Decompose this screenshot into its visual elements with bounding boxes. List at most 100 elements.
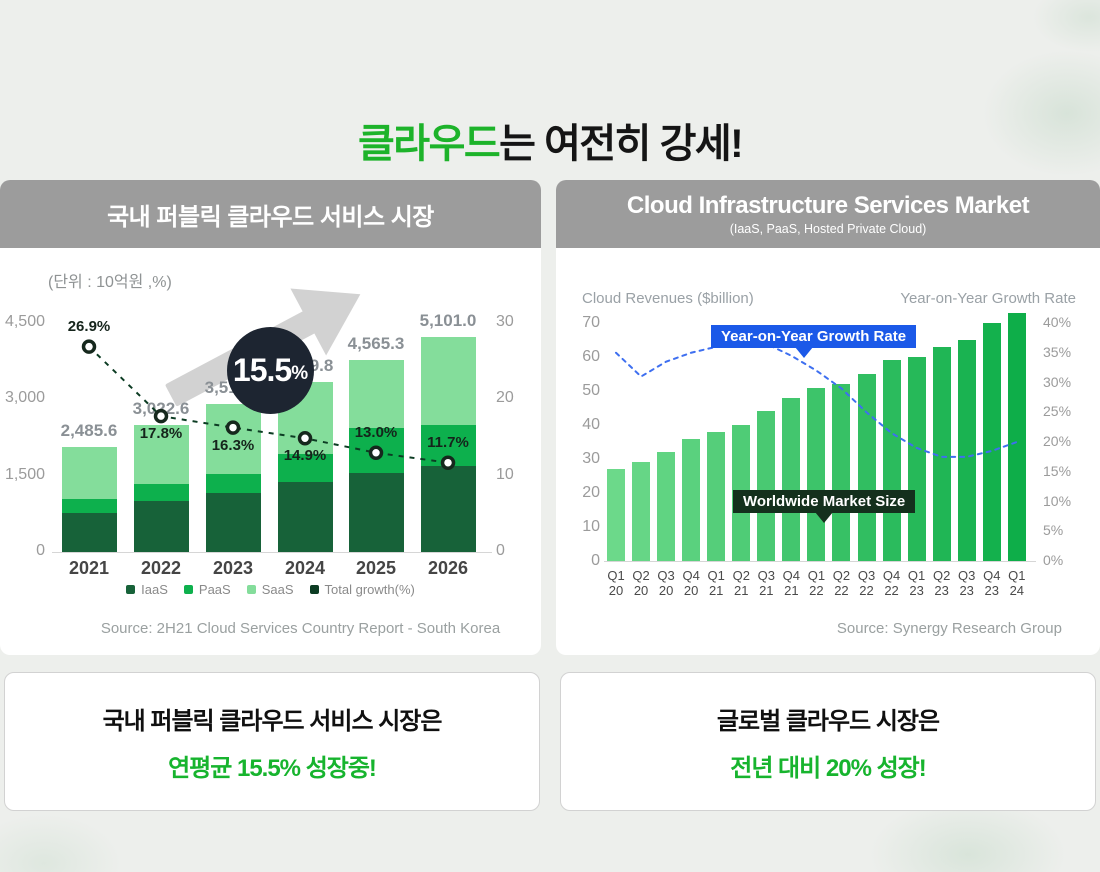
global-right-tick: 0% <box>1043 552 1064 568</box>
market-size-callout: Worldwide Market Size <box>733 490 916 513</box>
global-right-tick: 25% <box>1043 403 1072 420</box>
global-bar <box>707 431 726 561</box>
global-right-tick: 10% <box>1043 492 1072 509</box>
global-left-tick: 40 <box>582 416 600 433</box>
global-x-label: Q1 23 <box>907 568 926 598</box>
global-right-tick: 20% <box>1043 433 1072 449</box>
global-bar <box>932 346 951 561</box>
global-left-tick: 70 <box>582 314 600 331</box>
korea-growth-label: 14.9% <box>283 447 327 465</box>
global-card-subtitle: (IaaS, PaaS, Hosted Private Cloud) <box>729 222 927 236</box>
global-bar <box>607 469 625 561</box>
global-source: Source: Synergy Research Group <box>836 620 1062 637</box>
korea-card-title: 국내 퍼블릭 클라우드 서비스 시장 <box>107 203 434 231</box>
global-x-label: Q4 23 <box>983 568 1001 598</box>
global-x-label: Q1 20 <box>607 568 625 598</box>
korea-x-label: 2021 <box>68 558 110 578</box>
korea-summary-line2: 연평균 15.5% 성장중! <box>168 754 377 782</box>
left-axis-title: Cloud Revenues ($billion) <box>582 290 754 307</box>
global-x-label: Q1 22 <box>807 568 826 598</box>
global-bar <box>782 397 801 561</box>
korea-bar-segment-iaas <box>277 481 333 552</box>
korea-left-tick: 4,500 <box>4 313 45 330</box>
korea-card-header: 국내 퍼블릭 클라우드 서비스 시장 <box>0 180 541 248</box>
korea-bar-segment-paas <box>205 474 261 494</box>
korea-left-tick: 0 <box>36 542 45 559</box>
global-bar <box>757 411 776 561</box>
korea-summary-card: 국내 퍼블릭 클라우드 서비스 시장은 연평균 15.5% 성장중! <box>4 672 540 811</box>
global-left-tick: 50 <box>582 382 600 399</box>
global-x-label: Q2 20 <box>632 568 650 598</box>
global-axis-baseline <box>604 561 1036 562</box>
page-title-highlight: 클라우드 <box>357 121 501 166</box>
global-x-label: Q1 24 <box>1008 568 1026 598</box>
global-summary-card: 글로벌 클라우드 시장은 전년 대비 20% 성장! <box>560 672 1096 811</box>
global-x-label: Q2 23 <box>932 568 951 598</box>
korea-bar-segment-iaas <box>420 466 476 552</box>
korea-chart-legend: IaaS PaaS SaaS Total growth(%) <box>0 582 541 597</box>
global-right-tick: 40% <box>1043 314 1072 330</box>
korea-summary-line1: 국내 퍼블릭 클라우드 서비스 시장은 <box>102 707 443 735</box>
global-chart: Year-on-Year Growth Rate Worldwide Marke… <box>556 180 1100 655</box>
legend-swatch <box>246 585 256 594</box>
global-x-label: Q3 21 <box>757 568 775 598</box>
global-x-label: Q4 20 <box>682 568 700 598</box>
legend-swatch <box>183 585 193 594</box>
global-bar <box>907 357 926 561</box>
legend-item: Total growth(%) <box>309 582 415 597</box>
global-bar <box>882 360 901 561</box>
global-left-tick: 60 <box>582 348 600 365</box>
korea-bar-segment-saas <box>61 447 117 499</box>
global-bar <box>982 323 1001 561</box>
global-bar <box>832 384 851 561</box>
global-x-label: Q3 23 <box>958 568 976 598</box>
global-bar <box>657 452 676 561</box>
korea-bar-total-label: 4,565.3 <box>347 333 405 353</box>
korea-right-tick: 10 <box>496 465 514 483</box>
growth-rate-callout-pointer <box>795 347 813 358</box>
korea-bar-segment-iaas <box>61 512 117 552</box>
global-x-label: Q1 21 <box>707 568 725 598</box>
korea-cloud-card: 국내 퍼블릭 클라우드 서비스 시장 (단위 : 10억원 ,%) 15.5% … <box>0 180 541 655</box>
korea-x-label: 2026 <box>427 558 469 578</box>
global-bar <box>682 438 701 561</box>
global-x-label: Q3 22 <box>857 568 876 598</box>
korea-bar-total-label: 3,022.6 <box>132 398 190 418</box>
global-x-label: Q3 20 <box>657 568 675 598</box>
korea-bar-segment-paas <box>61 498 117 513</box>
legend-item: PaaS <box>183 582 231 597</box>
global-right-tick: 5% <box>1043 522 1064 539</box>
global-x-label: Q2 21 <box>732 568 750 598</box>
korea-bar-segment-iaas <box>133 501 189 552</box>
legend-label: Total growth(%) <box>324 582 415 597</box>
legend-label: PaaS <box>198 582 231 597</box>
page-title-rest: 는 여전히 강세! <box>499 121 743 166</box>
cagr-percent-sign: % <box>291 362 309 384</box>
korea-source: Source: 2H21 Cloud Services Country Repo… <box>100 620 501 637</box>
global-card-title: Cloud Infrastructure Services Market <box>626 192 1030 219</box>
global-bar <box>857 374 876 561</box>
global-x-label: Q2 22 <box>832 568 851 598</box>
korea-growth-marker <box>81 339 97 354</box>
global-summary-line1: 글로벌 클라우드 시장은 <box>716 707 940 735</box>
korea-right-tick: 0 <box>496 542 505 559</box>
unit-label: (단위 : 10억원 ,%) <box>48 274 172 291</box>
global-left-tick: 10 <box>582 518 600 535</box>
legend-label: SaaS <box>261 582 294 597</box>
legend-swatch <box>309 585 319 594</box>
global-x-label: Q4 22 <box>882 568 901 598</box>
cagr-value: 15.5 <box>232 352 292 388</box>
korea-bar-total-label: 5,101.0 <box>419 311 477 330</box>
global-left-tick: 20 <box>582 484 600 501</box>
global-left-tick: 30 <box>582 450 600 467</box>
korea-x-label: 2025 <box>355 558 397 578</box>
korea-left-tick: 1,500 <box>4 465 45 483</box>
legend-item: IaaS <box>126 582 168 597</box>
korea-axis-baseline <box>52 552 492 553</box>
page-title: 클라우드는 여전히 강세! <box>0 111 1100 169</box>
korea-bar-segment-paas <box>133 484 189 502</box>
global-bar <box>807 387 826 561</box>
korea-growth-label: 11.7% <box>427 433 469 451</box>
korea-growth-label: 26.9% <box>67 317 111 335</box>
